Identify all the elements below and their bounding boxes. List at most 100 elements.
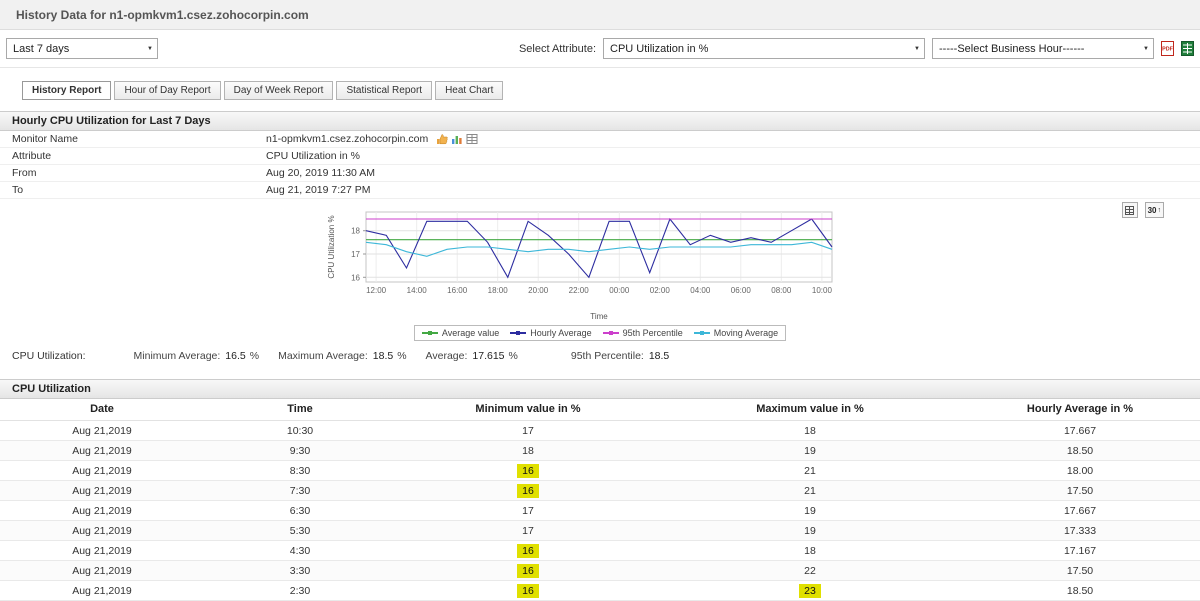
cell-max-value: 22 bbox=[660, 560, 960, 581]
info-value: n1-opmkvm1.csez.zohocorpin.com bbox=[266, 131, 1200, 147]
table-row: Aug 21,2019 6:30 17 19 17.667 bbox=[0, 500, 1200, 521]
table-row: Aug 21,2019 3:30 16 22 17.50 bbox=[0, 560, 1200, 581]
legend-swatch bbox=[693, 331, 710, 335]
table-row: Aug 21,2019 7:30 16 21 17.50 bbox=[0, 480, 1200, 501]
column-header-maximum-value-in-: Maximum value in % bbox=[660, 399, 960, 421]
info-label: Monitor Name bbox=[12, 133, 78, 145]
stat-maximum-average: Maximum Average: 18.5% bbox=[278, 350, 407, 362]
pdf-export-icon[interactable]: PDF bbox=[1161, 41, 1174, 56]
svg-text:16:00: 16:00 bbox=[447, 286, 468, 295]
info-row: Monitor Name n1-opmkvm1.csez.zohocorpin.c… bbox=[0, 131, 1200, 148]
cell-min-value: 18 bbox=[396, 440, 660, 461]
table-row: Aug 21,2019 8:30 16 21 18.00 bbox=[0, 460, 1200, 481]
chart-zoom-button[interactable]: 30 ↑ bbox=[1144, 202, 1164, 218]
svg-text:Time: Time bbox=[590, 312, 608, 321]
svg-text:20:00: 20:00 bbox=[528, 286, 549, 295]
threshold-highlight: 23 bbox=[799, 583, 821, 598]
attribute-select[interactable]: CPU Utilization in % ▼ bbox=[603, 38, 925, 59]
cell-hourly-average: 17.333 bbox=[960, 520, 1200, 541]
tab-hour-of-day-report[interactable]: Hour of Day Report bbox=[114, 81, 221, 100]
legend-item-moving-average[interactable]: Moving Average bbox=[693, 328, 779, 338]
table-row: Aug 21,2019 5:30 17 19 17.333 bbox=[0, 520, 1200, 541]
svg-text:04:00: 04:00 bbox=[690, 286, 711, 295]
page-header: History Data for n1-opmkvm1.csez.zohocor… bbox=[0, 0, 1200, 30]
info-label: To bbox=[12, 184, 24, 196]
chart-legend: Average value Hourly Average 95th Percenti… bbox=[413, 325, 787, 341]
column-header-date: Date bbox=[0, 399, 204, 421]
excel-export-icon[interactable] bbox=[1181, 41, 1194, 56]
cell-date: Aug 21,2019 bbox=[0, 460, 204, 481]
cell-hourly-average: 17.50 bbox=[960, 480, 1200, 501]
svg-text:14:00: 14:00 bbox=[407, 286, 428, 295]
tab-history-report[interactable]: History Report bbox=[22, 81, 112, 100]
tab-statistical-report[interactable]: Statistical Report bbox=[336, 81, 433, 100]
summary-stats: CPU Utilization: Minimum Average: 16.5% Max… bbox=[0, 343, 1200, 368]
cell-time: 5:30 bbox=[204, 520, 396, 541]
svg-text:02:00: 02:00 bbox=[650, 286, 671, 295]
cell-date: Aug 21,2019 bbox=[0, 480, 204, 501]
table-section-title: CPU Utilization bbox=[12, 383, 91, 395]
cell-max-value: 18 bbox=[660, 420, 960, 441]
cell-min-value: 16 bbox=[396, 580, 660, 601]
legend-item-95th-percentile[interactable]: 95th Percentile bbox=[602, 328, 683, 338]
period-select-value: Last 7 days bbox=[13, 42, 70, 55]
tab-bar: History Report Hour of Day Report Day of W… bbox=[0, 68, 1200, 100]
cell-min-value: 16 bbox=[396, 540, 660, 561]
legend-item-hourly-average[interactable]: Hourly Average bbox=[510, 328, 592, 338]
cell-hourly-average: 18.50 bbox=[960, 440, 1200, 461]
tab-heat-chart[interactable]: Heat Chart bbox=[435, 81, 504, 100]
info-label: From bbox=[12, 167, 37, 179]
table-view-icon[interactable] bbox=[466, 133, 478, 145]
cell-date: Aug 21,2019 bbox=[0, 580, 204, 601]
legend-swatch bbox=[602, 331, 619, 335]
cell-min-value: 17 bbox=[396, 500, 660, 521]
cell-time: 10:30 bbox=[204, 420, 396, 441]
svg-text:22:00: 22:00 bbox=[569, 286, 590, 295]
legend-swatch bbox=[510, 331, 527, 335]
attribute-label: Select Attribute: bbox=[518, 42, 596, 55]
stat-95th-percentile: 95th Percentile: 18.5 bbox=[570, 350, 670, 362]
legend-label: Hourly Average bbox=[530, 328, 592, 338]
tab-day-of-week-report[interactable]: Day of Week Report bbox=[223, 81, 334, 100]
arrow-up-icon: ↑ bbox=[1157, 206, 1162, 214]
threshold-highlight: 16 bbox=[517, 563, 539, 578]
chart-settings-button[interactable] bbox=[1121, 202, 1138, 218]
legend-item-average-value[interactable]: Average value bbox=[421, 328, 499, 338]
legend-swatch bbox=[421, 331, 438, 335]
period-select[interactable]: Last 7 days ▼ bbox=[6, 38, 158, 59]
threshold-highlight: 16 bbox=[517, 583, 539, 598]
cell-hourly-average: 18.50 bbox=[960, 580, 1200, 601]
cell-date: Aug 21,2019 bbox=[0, 500, 204, 521]
cell-date: Aug 21,2019 bbox=[0, 540, 204, 561]
cell-date: Aug 21,2019 bbox=[0, 440, 204, 461]
attribute-select-value: CPU Utilization in % bbox=[610, 42, 709, 55]
svg-text:18: 18 bbox=[351, 227, 360, 236]
cell-time: 3:30 bbox=[204, 560, 396, 581]
column-header-hourly-average-in-: Hourly Average in % bbox=[960, 399, 1200, 421]
chevron-down-icon: ▼ bbox=[914, 46, 920, 52]
cell-time: 6:30 bbox=[204, 500, 396, 521]
svg-text:12:00: 12:00 bbox=[366, 286, 387, 295]
business-hour-select[interactable]: -----Select Business Hour------ ▼ bbox=[932, 38, 1154, 59]
table-body: Aug 21,2019 10:30 17 18 17.667 Aug 21,2019 9:3… bbox=[0, 420, 1200, 601]
info-row: Attribute CPU Utilization in % bbox=[0, 148, 1200, 165]
history-report-section: Hourly CPU Utilization for Last 7 Days M… bbox=[0, 111, 1200, 368]
svg-text:16: 16 bbox=[351, 273, 360, 282]
chevron-down-icon: ▼ bbox=[1143, 46, 1149, 52]
grid-icon bbox=[1125, 205, 1135, 215]
thumbs-up-icon[interactable] bbox=[436, 133, 448, 145]
cell-time: 8:30 bbox=[204, 460, 396, 481]
cell-min-value: 17 bbox=[396, 420, 660, 441]
svg-text:CPU Utilization %: CPU Utilization % bbox=[327, 215, 336, 278]
chart-edit-icon[interactable] bbox=[451, 133, 463, 145]
svg-text:PDF: PDF bbox=[1162, 47, 1173, 53]
legend-label: Moving Average bbox=[713, 328, 779, 338]
column-header-time: Time bbox=[204, 399, 396, 421]
table-section: CPU Utilization Date Time Minimum value in… bbox=[0, 379, 1200, 601]
cell-time: 2:30 bbox=[204, 580, 396, 601]
svg-text:06:00: 06:00 bbox=[731, 286, 752, 295]
page-title: History Data for n1-opmkvm1.csez.zohocor… bbox=[16, 7, 309, 22]
svg-text:17: 17 bbox=[351, 250, 360, 259]
svg-text:18:00: 18:00 bbox=[488, 286, 509, 295]
stat-minimum-average: Minimum Average: 16.5% bbox=[133, 350, 260, 362]
